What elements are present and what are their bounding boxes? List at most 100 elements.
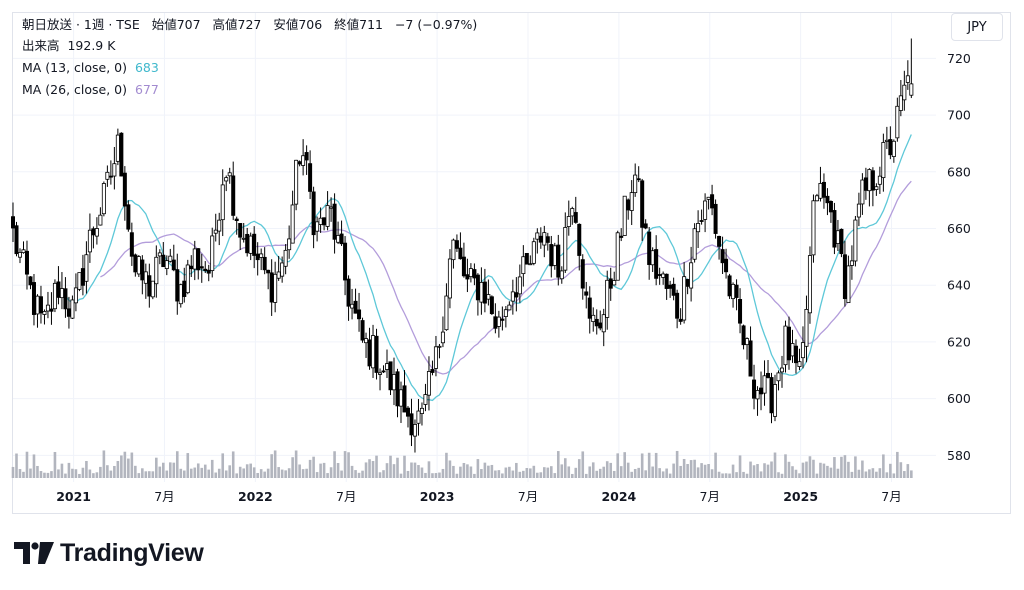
price-tick-label: 620 (947, 334, 971, 349)
candle-body (66, 308, 71, 317)
candle-body (322, 217, 327, 226)
candle-body (479, 282, 484, 303)
ma13-legend[interactable]: MA (13, close, 0) 683 (22, 60, 159, 76)
volume-bar (623, 452, 627, 478)
ma26-value: 677 (134, 82, 159, 97)
candle-body (657, 274, 662, 276)
volume-bar (238, 466, 242, 478)
time-tick-label: 7月 (336, 489, 356, 504)
volume-bar (508, 466, 511, 478)
volume-bar (581, 451, 585, 478)
volume-bar (203, 464, 207, 478)
candle-body (416, 410, 421, 424)
volume-bar (798, 473, 801, 478)
candle-body (129, 232, 134, 257)
candle-body (587, 297, 592, 319)
volume-bar (221, 453, 225, 478)
volume-bar (378, 472, 382, 478)
volume-bar (364, 462, 368, 478)
candle-body (353, 300, 358, 314)
candle-body (745, 338, 750, 346)
volume-bar (270, 454, 273, 478)
volume-bar (850, 471, 854, 478)
volume-bar (231, 451, 235, 478)
volume-bar (102, 450, 106, 478)
volume-bar (43, 472, 46, 478)
candle-body (412, 424, 417, 437)
volume-bar (245, 464, 249, 478)
volume-value: 192.9 K (67, 38, 116, 53)
candle-body (874, 186, 879, 190)
candle-body (185, 264, 190, 294)
candle-body (860, 179, 865, 205)
volume-bar (784, 454, 787, 478)
candle-body (339, 233, 344, 245)
volume-label: 出来高 (22, 38, 60, 53)
volume-bar (682, 458, 686, 478)
volume-bar (25, 451, 29, 478)
candle-body (895, 105, 900, 139)
volume-bar (462, 462, 466, 478)
volume-bar (162, 462, 165, 478)
volume-bar (434, 473, 438, 478)
volume-bar (67, 462, 71, 478)
candle-body (343, 242, 348, 281)
candle-body (654, 249, 659, 279)
tradingview-logo[interactable]: TradingView (14, 538, 204, 568)
candle-body (797, 361, 802, 367)
volume-bar (903, 471, 906, 478)
volume-bar (536, 472, 539, 478)
candle-body (203, 268, 208, 272)
candle-body (24, 250, 29, 275)
volume-bar (224, 470, 228, 478)
ma13-label: MA (13, close, 0) (22, 60, 128, 75)
volume-bar (476, 459, 480, 478)
volume-bar (74, 469, 78, 478)
candle-body (385, 363, 390, 370)
candle-body (210, 235, 215, 271)
candle-body (472, 269, 477, 279)
volume-bar (721, 473, 724, 478)
candle-body (766, 372, 771, 378)
volume-bar (333, 451, 336, 478)
candle-body (175, 269, 180, 302)
volume-bar (336, 463, 340, 478)
candle-body (325, 205, 330, 227)
volume-bar (95, 472, 99, 478)
volume-bar (497, 470, 501, 478)
volume-bar (637, 467, 640, 478)
volume-bar (263, 471, 266, 478)
candle-body (615, 232, 620, 281)
candle-body (444, 295, 449, 331)
volume-bar (252, 467, 256, 478)
candle-body (786, 326, 791, 361)
ma26-legend[interactable]: MA (26, close, 0) 677 (22, 82, 159, 98)
volume-bar (106, 465, 109, 478)
volume-bar (235, 473, 239, 478)
candle-body (643, 223, 648, 229)
time-tick-label: 7月 (700, 489, 720, 504)
volume-bar (906, 464, 910, 478)
candle-body (633, 174, 638, 194)
volume-bar (81, 467, 85, 478)
volume-bar (32, 454, 36, 478)
volume-bar (294, 450, 298, 478)
candle-body (552, 245, 557, 266)
volume-bar (815, 473, 819, 478)
volume-bar (896, 451, 899, 478)
currency-button[interactable]: JPY (951, 13, 1003, 41)
time-tick-label: 2025 (783, 489, 818, 504)
candle-body (143, 271, 148, 284)
price-tick-label: 580 (947, 448, 971, 463)
volume-bar (123, 451, 127, 478)
open-value: 707 (176, 17, 201, 32)
volume-bar (15, 453, 18, 478)
volume-bar (700, 463, 703, 478)
volume-bar (329, 467, 333, 478)
candle-body (703, 200, 708, 220)
time-tick-label: 2022 (238, 489, 273, 504)
volume-bar (556, 451, 560, 478)
candle-body (804, 308, 809, 347)
candle-body (245, 233, 250, 254)
